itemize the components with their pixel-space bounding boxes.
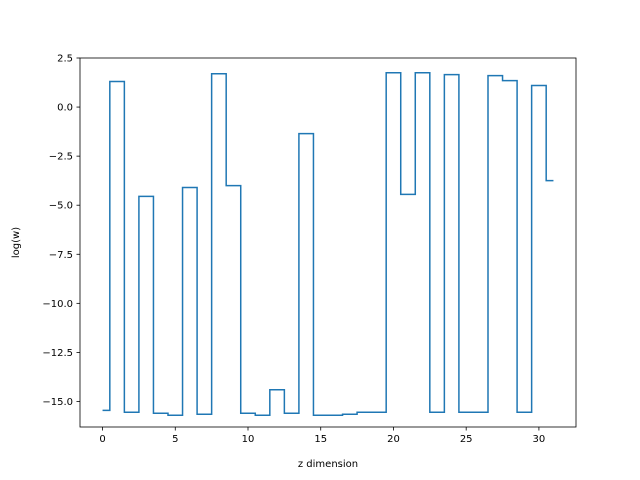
y-tick-label: −12.5 xyxy=(42,348,73,359)
plot-frame xyxy=(79,57,577,428)
x-tick-label: 30 xyxy=(533,434,546,445)
x-axis: 0 5 10 15 20 25 30 xyxy=(99,427,545,445)
series-line-0 xyxy=(102,71,554,416)
x-tick-label: 10 xyxy=(242,434,255,445)
y-tick-label: −2.5 xyxy=(49,152,73,163)
y-tick-label: 0.0 xyxy=(57,103,73,114)
x-tick-label: 25 xyxy=(460,434,473,445)
y-tick-label: −5.0 xyxy=(49,201,73,212)
x-axis-label: z dimension xyxy=(298,459,358,470)
x-tick-label: 5 xyxy=(172,434,178,445)
series-layer xyxy=(102,71,554,416)
x-tick-label: 15 xyxy=(314,434,327,445)
y-axis: 2.5 0.0 −2.5 −5.0 −7.5 −10.0 −12.5 −15.0 xyxy=(42,54,80,408)
plot-background xyxy=(80,58,576,427)
y-axis-label: log(w) xyxy=(11,227,22,258)
y-tick-label: 2.5 xyxy=(57,54,73,65)
x-tick-label: 20 xyxy=(387,434,400,445)
y-tick-label: −7.5 xyxy=(49,250,73,261)
y-tick-label: −10.0 xyxy=(42,299,73,310)
x-tick-label: 0 xyxy=(99,434,105,445)
y-tick-label: −15.0 xyxy=(42,397,73,408)
